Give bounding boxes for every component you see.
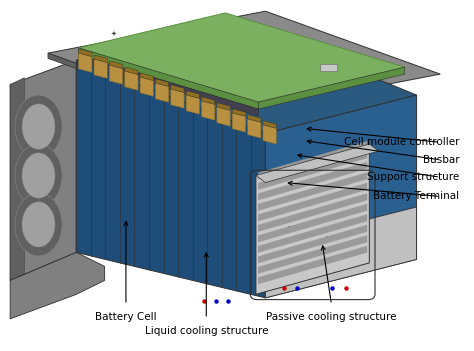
Polygon shape [258,152,367,190]
Text: Battery Cell: Battery Cell [95,312,157,322]
Polygon shape [10,252,105,319]
Text: Passive cooling structure: Passive cooling structure [266,312,397,322]
Polygon shape [109,61,123,68]
Text: Battery Terminal: Battery Terminal [373,192,459,201]
Polygon shape [258,215,367,252]
Polygon shape [258,236,367,273]
Polygon shape [258,173,367,211]
Polygon shape [258,194,367,231]
Text: ⊕: ⊕ [287,226,292,231]
Text: ⊕: ⊕ [325,236,329,241]
Polygon shape [263,125,276,144]
Polygon shape [79,53,92,72]
Text: ✦: ✦ [111,31,117,37]
Polygon shape [247,119,261,138]
Polygon shape [79,55,258,116]
Polygon shape [265,95,417,298]
Polygon shape [258,162,367,200]
Polygon shape [265,207,417,298]
Polygon shape [232,113,246,132]
Polygon shape [217,103,230,110]
Polygon shape [232,109,246,117]
Text: Cell module controller: Cell module controller [344,137,459,147]
Polygon shape [155,83,169,102]
Polygon shape [48,53,223,121]
Polygon shape [258,183,367,221]
Polygon shape [79,49,92,57]
Polygon shape [10,78,24,280]
Polygon shape [94,59,107,78]
Polygon shape [15,144,62,207]
Polygon shape [140,77,154,96]
Polygon shape [22,153,55,198]
Polygon shape [256,144,369,294]
Polygon shape [76,60,265,298]
Polygon shape [258,67,405,109]
Polygon shape [79,13,405,102]
Polygon shape [263,121,276,128]
Polygon shape [125,71,138,90]
Polygon shape [217,107,230,126]
Polygon shape [171,85,184,92]
Text: ⊕: ⊕ [362,247,367,252]
Polygon shape [94,55,107,62]
Polygon shape [79,48,258,109]
Polygon shape [140,73,154,80]
Polygon shape [247,115,261,122]
Polygon shape [15,193,62,256]
Polygon shape [109,65,123,84]
Polygon shape [155,79,169,86]
Polygon shape [258,246,367,284]
Polygon shape [171,89,184,108]
Polygon shape [22,202,55,247]
Polygon shape [48,11,440,116]
Polygon shape [186,91,200,98]
Polygon shape [186,95,200,114]
Polygon shape [258,141,367,179]
Polygon shape [76,22,417,133]
Polygon shape [256,144,379,183]
Polygon shape [22,104,55,149]
Polygon shape [10,60,76,280]
Polygon shape [258,225,367,263]
Polygon shape [125,67,138,74]
Text: Liquid cooling structure: Liquid cooling structure [145,326,268,336]
Polygon shape [15,95,62,158]
Polygon shape [201,101,215,120]
Text: Busbar: Busbar [422,155,459,165]
Text: Support structure: Support structure [367,172,459,182]
FancyBboxPatch shape [320,64,337,72]
Polygon shape [201,97,215,104]
Polygon shape [258,204,367,242]
